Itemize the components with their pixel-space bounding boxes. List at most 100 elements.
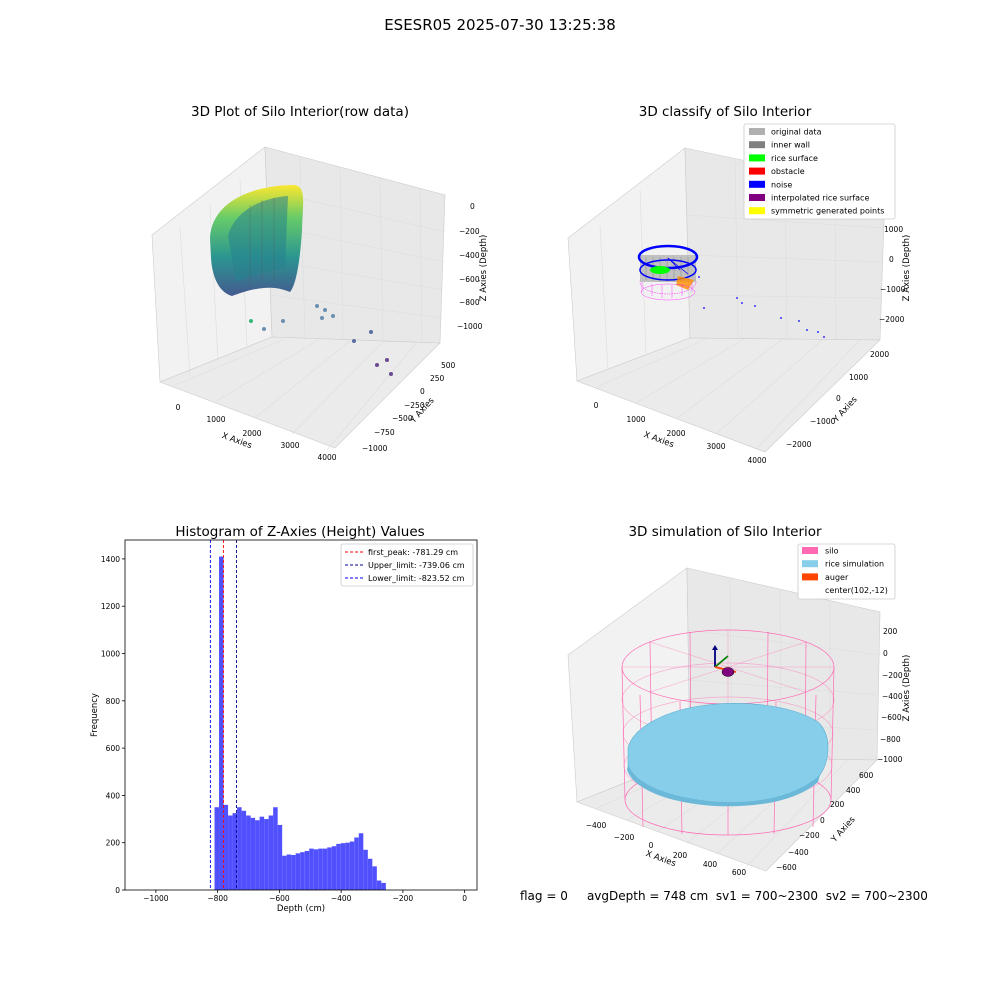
histogram-y-label: Frequency: [90, 693, 100, 737]
raw-x-tick: 0: [176, 403, 181, 412]
histogram-bar: [273, 807, 278, 890]
legend-label: interpolated rice surface: [771, 194, 869, 203]
histogram-x-tick: 0: [462, 894, 467, 903]
histogram-bar: [354, 837, 359, 890]
raw-plot-title: 3D Plot of Silo Interior(row data): [191, 104, 409, 120]
sim-y-tick: −200: [799, 831, 820, 840]
legend-label: center(102,-12): [825, 586, 888, 595]
sim-y-tick: −400: [788, 848, 809, 857]
histogram-x-tick: −800: [207, 894, 228, 903]
histogram-legend: first_peak: -781.29 cm Upper_limit: -739.…: [340, 543, 474, 587]
histogram-bar: [282, 855, 287, 890]
classify-y-tick: 2000: [870, 350, 889, 359]
sim-y-tick: 600: [859, 771, 874, 780]
raw-y-tick: −250: [404, 401, 425, 410]
histogram-bar: [291, 855, 296, 890]
legend-label: noise: [771, 180, 792, 189]
simulation-plot-title: 3D simulation of Silo Interior: [628, 524, 822, 540]
histogram-x-label: Depth (cm): [277, 904, 325, 914]
sim-z-tick: −600: [881, 713, 902, 722]
histogram-y-tick: 200: [106, 839, 121, 848]
sim-x-tick: 400: [703, 860, 718, 869]
legend-label: first_peak: -781.29 cm: [368, 548, 458, 557]
sv2-value: sv2 = 700~2300: [825, 889, 928, 903]
sim-x-tick: −200: [614, 833, 635, 842]
simulation-legend: silo rice simulation auger center(102,-12): [797, 543, 896, 600]
histogram-bar: [241, 810, 247, 890]
sim-x-tick: 0: [649, 841, 654, 850]
classify-x-tick: 2000: [666, 429, 685, 438]
histogram-bar: [259, 816, 265, 890]
classify-legend: original data inner wall rice surface obsta…: [743, 123, 896, 220]
figure-title: ESESR05 2025-07-30 13:25:38: [384, 16, 616, 34]
legend-swatch: [749, 154, 765, 162]
histogram-bar: [250, 817, 256, 890]
histogram-axes-frame: [124, 539, 478, 891]
classify-y-tick: −2000: [786, 440, 812, 449]
histogram-bar: [304, 850, 310, 890]
histogram-x-tick: −600: [269, 894, 290, 903]
raw-y-tick: 250: [430, 374, 445, 383]
classify-z-tick: 1000: [884, 225, 903, 234]
legend-label: auger: [825, 573, 849, 582]
legend-swatch: [802, 547, 818, 554]
raw-y-tick: −1000: [362, 444, 388, 453]
legend-swatch: [802, 573, 818, 581]
histogram-y-tick: 600: [106, 744, 121, 753]
histogram-bar: [286, 854, 292, 890]
histogram-bar: [372, 866, 377, 890]
histogram-bar: [336, 843, 341, 890]
histogram-x-tick: −200: [393, 894, 414, 903]
sim-y-tick: 200: [830, 800, 845, 809]
histogram-bar: [358, 833, 364, 890]
sim-y-tick: 0: [820, 816, 825, 825]
raw-z-tick: −1000: [457, 322, 483, 331]
histogram-title: Histogram of Z-Axies (Height) Values: [175, 524, 425, 540]
histogram-bar: [223, 804, 229, 890]
legend-swatch: [749, 194, 765, 201]
sim-z-tick: −800: [880, 735, 901, 744]
raw-z-label: Z Axies (Depth): [479, 235, 489, 302]
histogram-y-tick: 1400: [101, 555, 120, 564]
legend-swatch: [749, 180, 765, 188]
legend-label: original data: [771, 128, 822, 137]
raw-x-tick: 3000: [280, 441, 299, 450]
sim-x-tick: −400: [586, 821, 607, 830]
raw-z-tick: 0: [470, 202, 475, 211]
histogram-y-tick: 400: [106, 791, 121, 800]
raw-y-tick: −500: [392, 414, 413, 423]
histogram-bar: [376, 880, 382, 890]
histogram-bar: [331, 846, 337, 890]
legend-label: Lower_limit: -823.52 cm: [368, 574, 465, 583]
legend-label: rice surface: [771, 154, 818, 163]
sim-z-tick: −1000: [877, 755, 903, 764]
legend-label: inner wall: [771, 141, 810, 150]
legend-swatch: [749, 207, 765, 215]
histogram-bar: [295, 853, 301, 890]
raw-x-tick: 2000: [242, 429, 261, 438]
histogram-bar: [313, 849, 319, 890]
legend-label: obstacle: [771, 167, 805, 176]
legend-label: rice simulation: [825, 560, 884, 569]
raw-x-tick: 1000: [206, 415, 225, 424]
status-line: flag = 0 avgDepth = 748 cm sv1 = 700~230…: [520, 889, 928, 903]
raw-y-tick: 500: [441, 361, 456, 370]
classify-z-label: Z Axies (Depth): [902, 235, 912, 302]
histogram-y-tick: 800: [106, 697, 121, 706]
sv1-value: sv1 = 700~2300: [715, 889, 819, 903]
sim-z-tick: −400: [882, 692, 903, 701]
histogram-bar: [363, 849, 368, 890]
legend-swatch: [749, 128, 765, 135]
raw-z-tick: −200: [459, 227, 480, 236]
legend-label: symmetric generated points: [771, 207, 884, 216]
classify-plot-title: 3D classify of Silo Interior: [638, 104, 812, 120]
classify-y-tick: 0: [836, 394, 841, 403]
classify-x-tick: 3000: [706, 442, 725, 451]
histogram-bar: [228, 815, 233, 890]
histogram-bar: [327, 847, 332, 890]
classify-y-tick: 1000: [849, 373, 868, 382]
sim-z-tick: 0: [883, 649, 888, 658]
